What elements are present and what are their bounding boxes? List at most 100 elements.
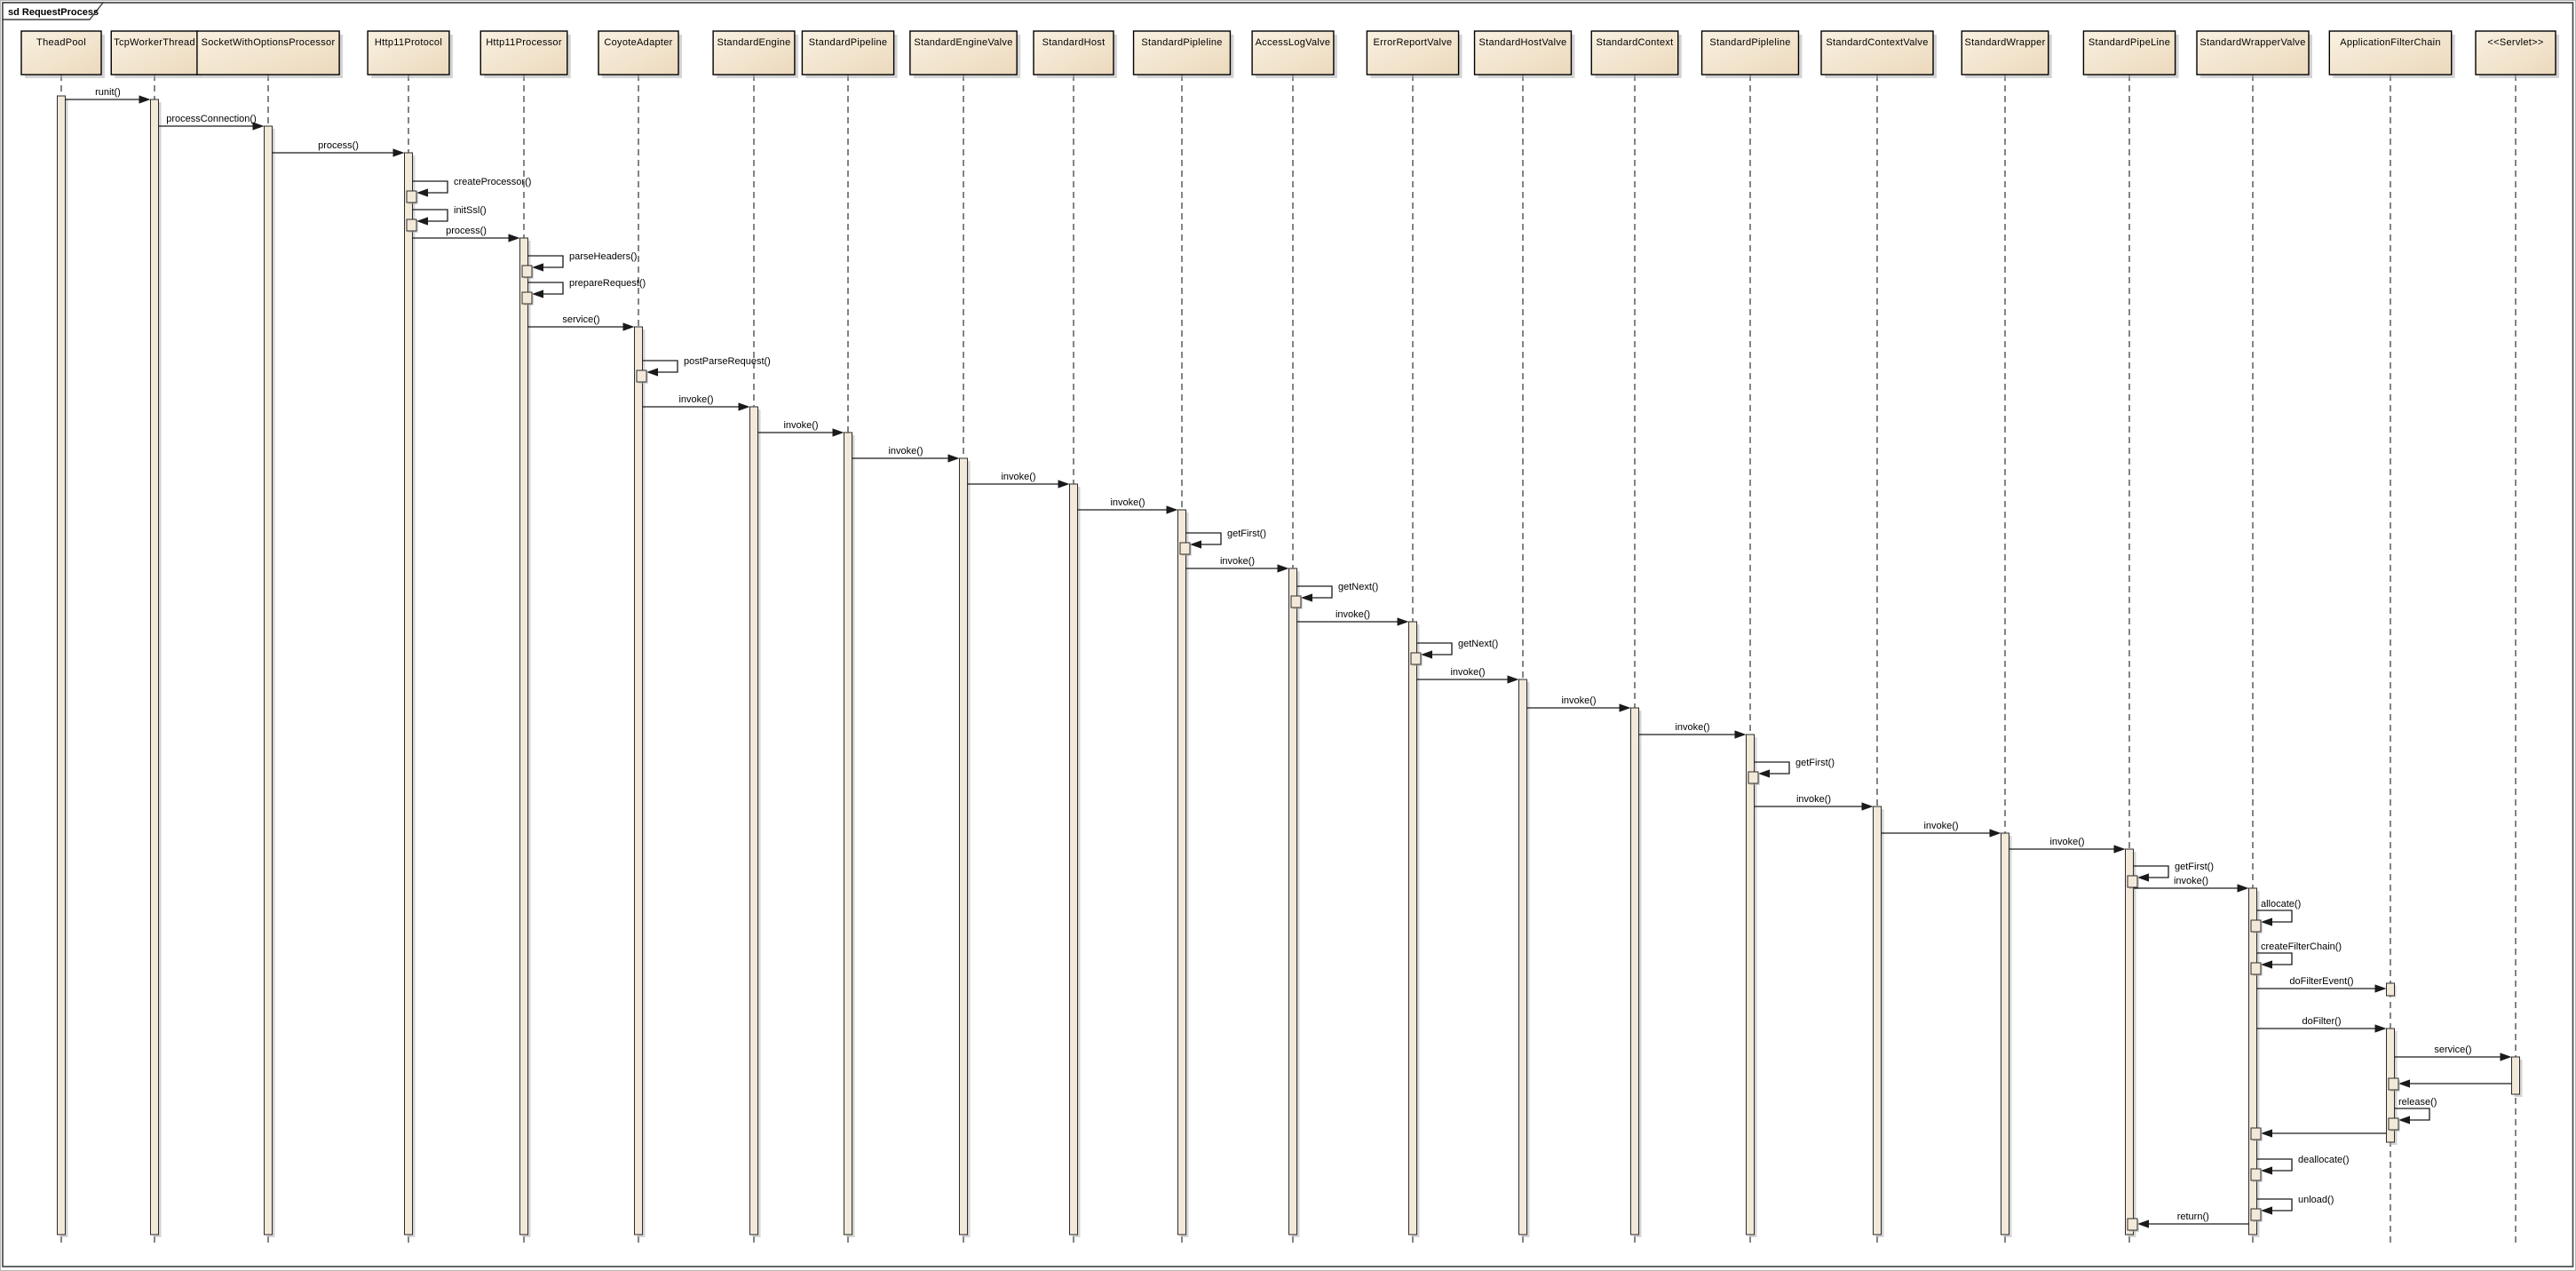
arrowhead: [1619, 703, 1631, 712]
message-label: parseHeaders(): [569, 251, 637, 262]
message-getfirst: getFirst(): [1179, 528, 1266, 556]
lifeline-header-label: <<Servlet>>: [2487, 37, 2543, 48]
message-createfilterchain: createFilterChain(): [2250, 941, 2342, 976]
lifeline-header: StandardWrapper: [1961, 30, 2052, 78]
message-label: invoke(): [2174, 876, 2208, 886]
activation-bar: [1873, 806, 1882, 1235]
message-getfirst: getFirst(): [2127, 862, 2214, 889]
message-processconnection: processConnection(): [158, 114, 265, 131]
message-label: invoke(): [1675, 722, 1709, 733]
message-label: unload(): [2298, 1195, 2334, 1205]
lifeline-header-box: [598, 30, 679, 75]
activation-bar: [519, 237, 528, 1235]
diagram-title-tab: [2, 2, 105, 20]
activation: [404, 152, 416, 1237]
lifeline-header: StandardHost: [1033, 30, 1117, 78]
nested-activation: [521, 265, 533, 278]
message-label: invoke(): [1110, 497, 1145, 508]
activation-bar: [1630, 707, 1639, 1235]
activation-bar: [1288, 568, 1297, 1235]
nested-activation: [2250, 1208, 2262, 1221]
arrowhead: [508, 234, 520, 242]
arrowhead: [1421, 650, 1432, 659]
message-label: service(): [2434, 1045, 2471, 1055]
self-message-loop: [642, 360, 678, 373]
message-dofilterevent: doFilterEvent(): [2256, 976, 2397, 997]
message-invoke: invoke(): [1185, 556, 1289, 573]
self-message-loop: [527, 282, 564, 295]
lifeline-header: StandardHostValve: [1473, 30, 1575, 78]
message-postparserequest: postParseRequest(): [636, 356, 771, 384]
lifeline-header-box: [196, 30, 340, 75]
arrowhead: [416, 188, 428, 197]
arrowhead: [1989, 829, 2001, 838]
lifeline-header: ErrorReportValve: [1366, 30, 1462, 78]
nested-activation: [2250, 919, 2262, 933]
activation-bar: [2248, 887, 2257, 1235]
lifeline-header: TcpWorkerThread: [110, 30, 202, 78]
lifeline-header-box: [909, 30, 1018, 75]
nested-activation: [1410, 652, 1422, 665]
message-label: invoke(): [888, 446, 923, 457]
lifeline-header: Http11Protocol: [367, 30, 453, 78]
message-label: invoke(): [2049, 837, 2084, 847]
arrowhead: [2137, 873, 2149, 882]
activation: [57, 95, 68, 1237]
arrowhead: [2374, 1024, 2387, 1033]
message-runit: runit(): [65, 87, 151, 104]
nested-activation: [1290, 595, 1302, 608]
activation-bar: [634, 326, 643, 1235]
activation-bar: [2511, 1056, 2520, 1095]
message-invoke: invoke(): [2009, 837, 2126, 854]
lifeline-header-label: Http11Protocol: [375, 37, 442, 48]
activation-bar: [2001, 832, 2009, 1235]
message-getnext: getNext(): [1410, 639, 1498, 666]
lifeline-header-box: [1473, 30, 1573, 75]
lifeline-header-box: [1820, 30, 1934, 75]
lifeline-header-box: [1033, 30, 1114, 75]
message-service: service(): [527, 314, 635, 331]
activation-bar: [1408, 621, 1417, 1235]
message-label: postParseRequest(): [684, 356, 771, 367]
message-label: release(): [2398, 1097, 2437, 1108]
lifeline-header-box: [1251, 30, 1335, 75]
lifeline-header-label: SocketWithOptionsProcessor: [202, 37, 336, 48]
activation-bar: [150, 99, 159, 1235]
arrowhead: [1734, 730, 1747, 739]
message-invoke: invoke(): [1077, 497, 1178, 514]
message-invoke: invoke(): [1881, 821, 2001, 838]
message-label: processConnection(): [166, 114, 257, 124]
lifeline-header-box: [1700, 30, 1800, 75]
self-message-loop: [2256, 1198, 2293, 1211]
message-label: createFilterChain(): [2261, 941, 2342, 952]
message-createprocessor: createProcessor(): [406, 177, 531, 204]
activation-bar: [1069, 483, 1078, 1235]
arrowhead: [1758, 769, 1770, 778]
activation: [634, 326, 646, 1237]
activation: [2001, 832, 2012, 1237]
activation: [1069, 483, 1081, 1237]
lifeline-header: SocketWithOptionsProcessor: [196, 30, 344, 78]
nested-activation: [2250, 1168, 2262, 1181]
nested-activation: [2386, 982, 2395, 997]
message-label: doFilter(): [2302, 1016, 2341, 1027]
message-invoke: invoke(): [757, 420, 844, 437]
self-message-loop: [1416, 642, 1453, 655]
arrowhead: [1301, 593, 1312, 602]
message-getnext: getNext(): [1290, 582, 1378, 609]
activation-bar: [749, 406, 758, 1235]
activation: [1518, 679, 1530, 1237]
lifeline-header-label: StandardPipeline: [809, 37, 888, 48]
lifeline-header-label: ApplicationFilterChain: [2340, 37, 2441, 48]
lifeline-header: StandardContext: [1590, 30, 1682, 78]
arrowhead: [252, 122, 265, 131]
message-invoke: invoke(): [1526, 695, 1631, 712]
activation: [519, 237, 531, 1237]
activation: [1873, 806, 1884, 1237]
arrowhead: [139, 95, 151, 104]
lifeline-header: CoyoteAdapter: [598, 30, 682, 78]
message-return: return(): [2127, 1211, 2249, 1232]
arrowhead: [2500, 1053, 2512, 1061]
